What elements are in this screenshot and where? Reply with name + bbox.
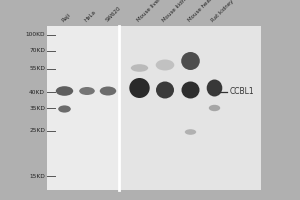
Ellipse shape [79,87,95,95]
Bar [46,26,118,190]
Text: Mouse heart: Mouse heart [187,0,215,23]
Ellipse shape [56,86,73,96]
Text: 15KD: 15KD [29,173,45,178]
Text: HeLa: HeLa [83,10,97,23]
Text: CCBL1: CCBL1 [230,88,254,97]
Text: Mouse kidney: Mouse kidney [161,0,192,23]
Ellipse shape [131,64,148,72]
Text: 35KD: 35KD [29,106,45,110]
Bar [118,26,261,190]
Ellipse shape [182,82,200,98]
Text: 55KD: 55KD [29,66,45,72]
Ellipse shape [100,86,116,96]
Text: Mouse liver: Mouse liver [136,0,162,23]
Bar [46,26,261,190]
Text: 70KD: 70KD [29,48,45,53]
Ellipse shape [207,79,222,97]
Text: 100KD: 100KD [26,32,45,38]
Text: SW620: SW620 [104,6,122,23]
Ellipse shape [181,52,200,70]
Ellipse shape [156,60,174,71]
Text: Rat kidney: Rat kidney [211,0,235,23]
Ellipse shape [209,105,220,111]
Ellipse shape [185,129,196,135]
Text: 25KD: 25KD [29,129,45,134]
Text: Raji: Raji [61,12,72,23]
Ellipse shape [156,82,174,98]
Text: 40KD: 40KD [29,90,45,95]
Ellipse shape [58,105,71,113]
Ellipse shape [129,78,150,98]
